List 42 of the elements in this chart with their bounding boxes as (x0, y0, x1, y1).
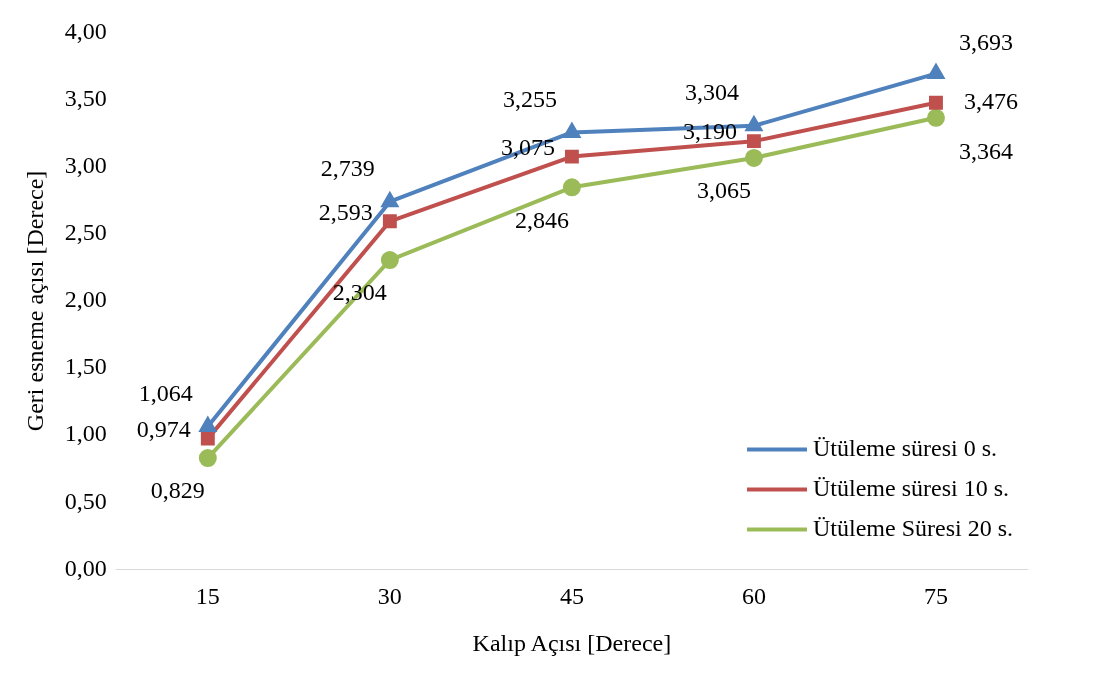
point (746, 134, 761, 149)
point (562, 178, 581, 197)
point (382, 214, 397, 229)
x-tick-label: 45 (559, 583, 584, 610)
y-tick-label: 0,00 (64, 554, 107, 581)
y-tick-label: 1,00 (64, 420, 107, 447)
y-tick-label: 3,00 (64, 151, 107, 178)
data-label: 0,829 (150, 477, 205, 504)
point (563, 123, 580, 138)
data-label: 3,364 (958, 138, 1013, 165)
data-label: 2,593 (318, 198, 373, 225)
x-tick-label: 30 (377, 583, 402, 610)
point (564, 149, 579, 164)
legend-label: Ütüleme süresi 0 s. (813, 434, 997, 461)
y-tick-label: 0,50 (64, 487, 107, 514)
data-label: 0,974 (136, 415, 191, 442)
data-label: 2,739 (320, 154, 375, 181)
data-label: 3,255 (502, 85, 557, 112)
point (744, 148, 763, 167)
y-tick-label: 4,00 (64, 17, 107, 44)
x-tick-label: 75 (923, 583, 948, 610)
data-label: 3,693 (958, 28, 1013, 55)
data-label: 2,846 (514, 206, 569, 233)
point (380, 251, 399, 270)
y-tick-label: 2,00 (64, 286, 107, 313)
x-axis-title: Kalıp Açısı [Derece] (472, 629, 672, 656)
y-tick-label: 2,50 (64, 219, 107, 246)
y-axis-title: Geri esneme açısı [Derece] (21, 170, 48, 432)
legend-label: Ütüleme süresi 10 s. (813, 474, 1009, 501)
y-tick-label: 1,50 (64, 353, 107, 380)
x-tick-label: 60 (741, 583, 766, 610)
data-label: 3,476 (963, 88, 1018, 115)
point (200, 431, 215, 446)
point (929, 95, 943, 110)
point (198, 449, 217, 468)
data-label: 1,064 (138, 379, 193, 406)
x-tick-label: 15 (195, 583, 220, 610)
legend-label: Ütüleme Süresi 20 s. (813, 514, 1013, 541)
point (926, 108, 945, 127)
data-label: 3,304 (684, 79, 739, 106)
data-label: 3,065 (696, 177, 751, 204)
y-tick-label: 3,50 (64, 84, 107, 111)
